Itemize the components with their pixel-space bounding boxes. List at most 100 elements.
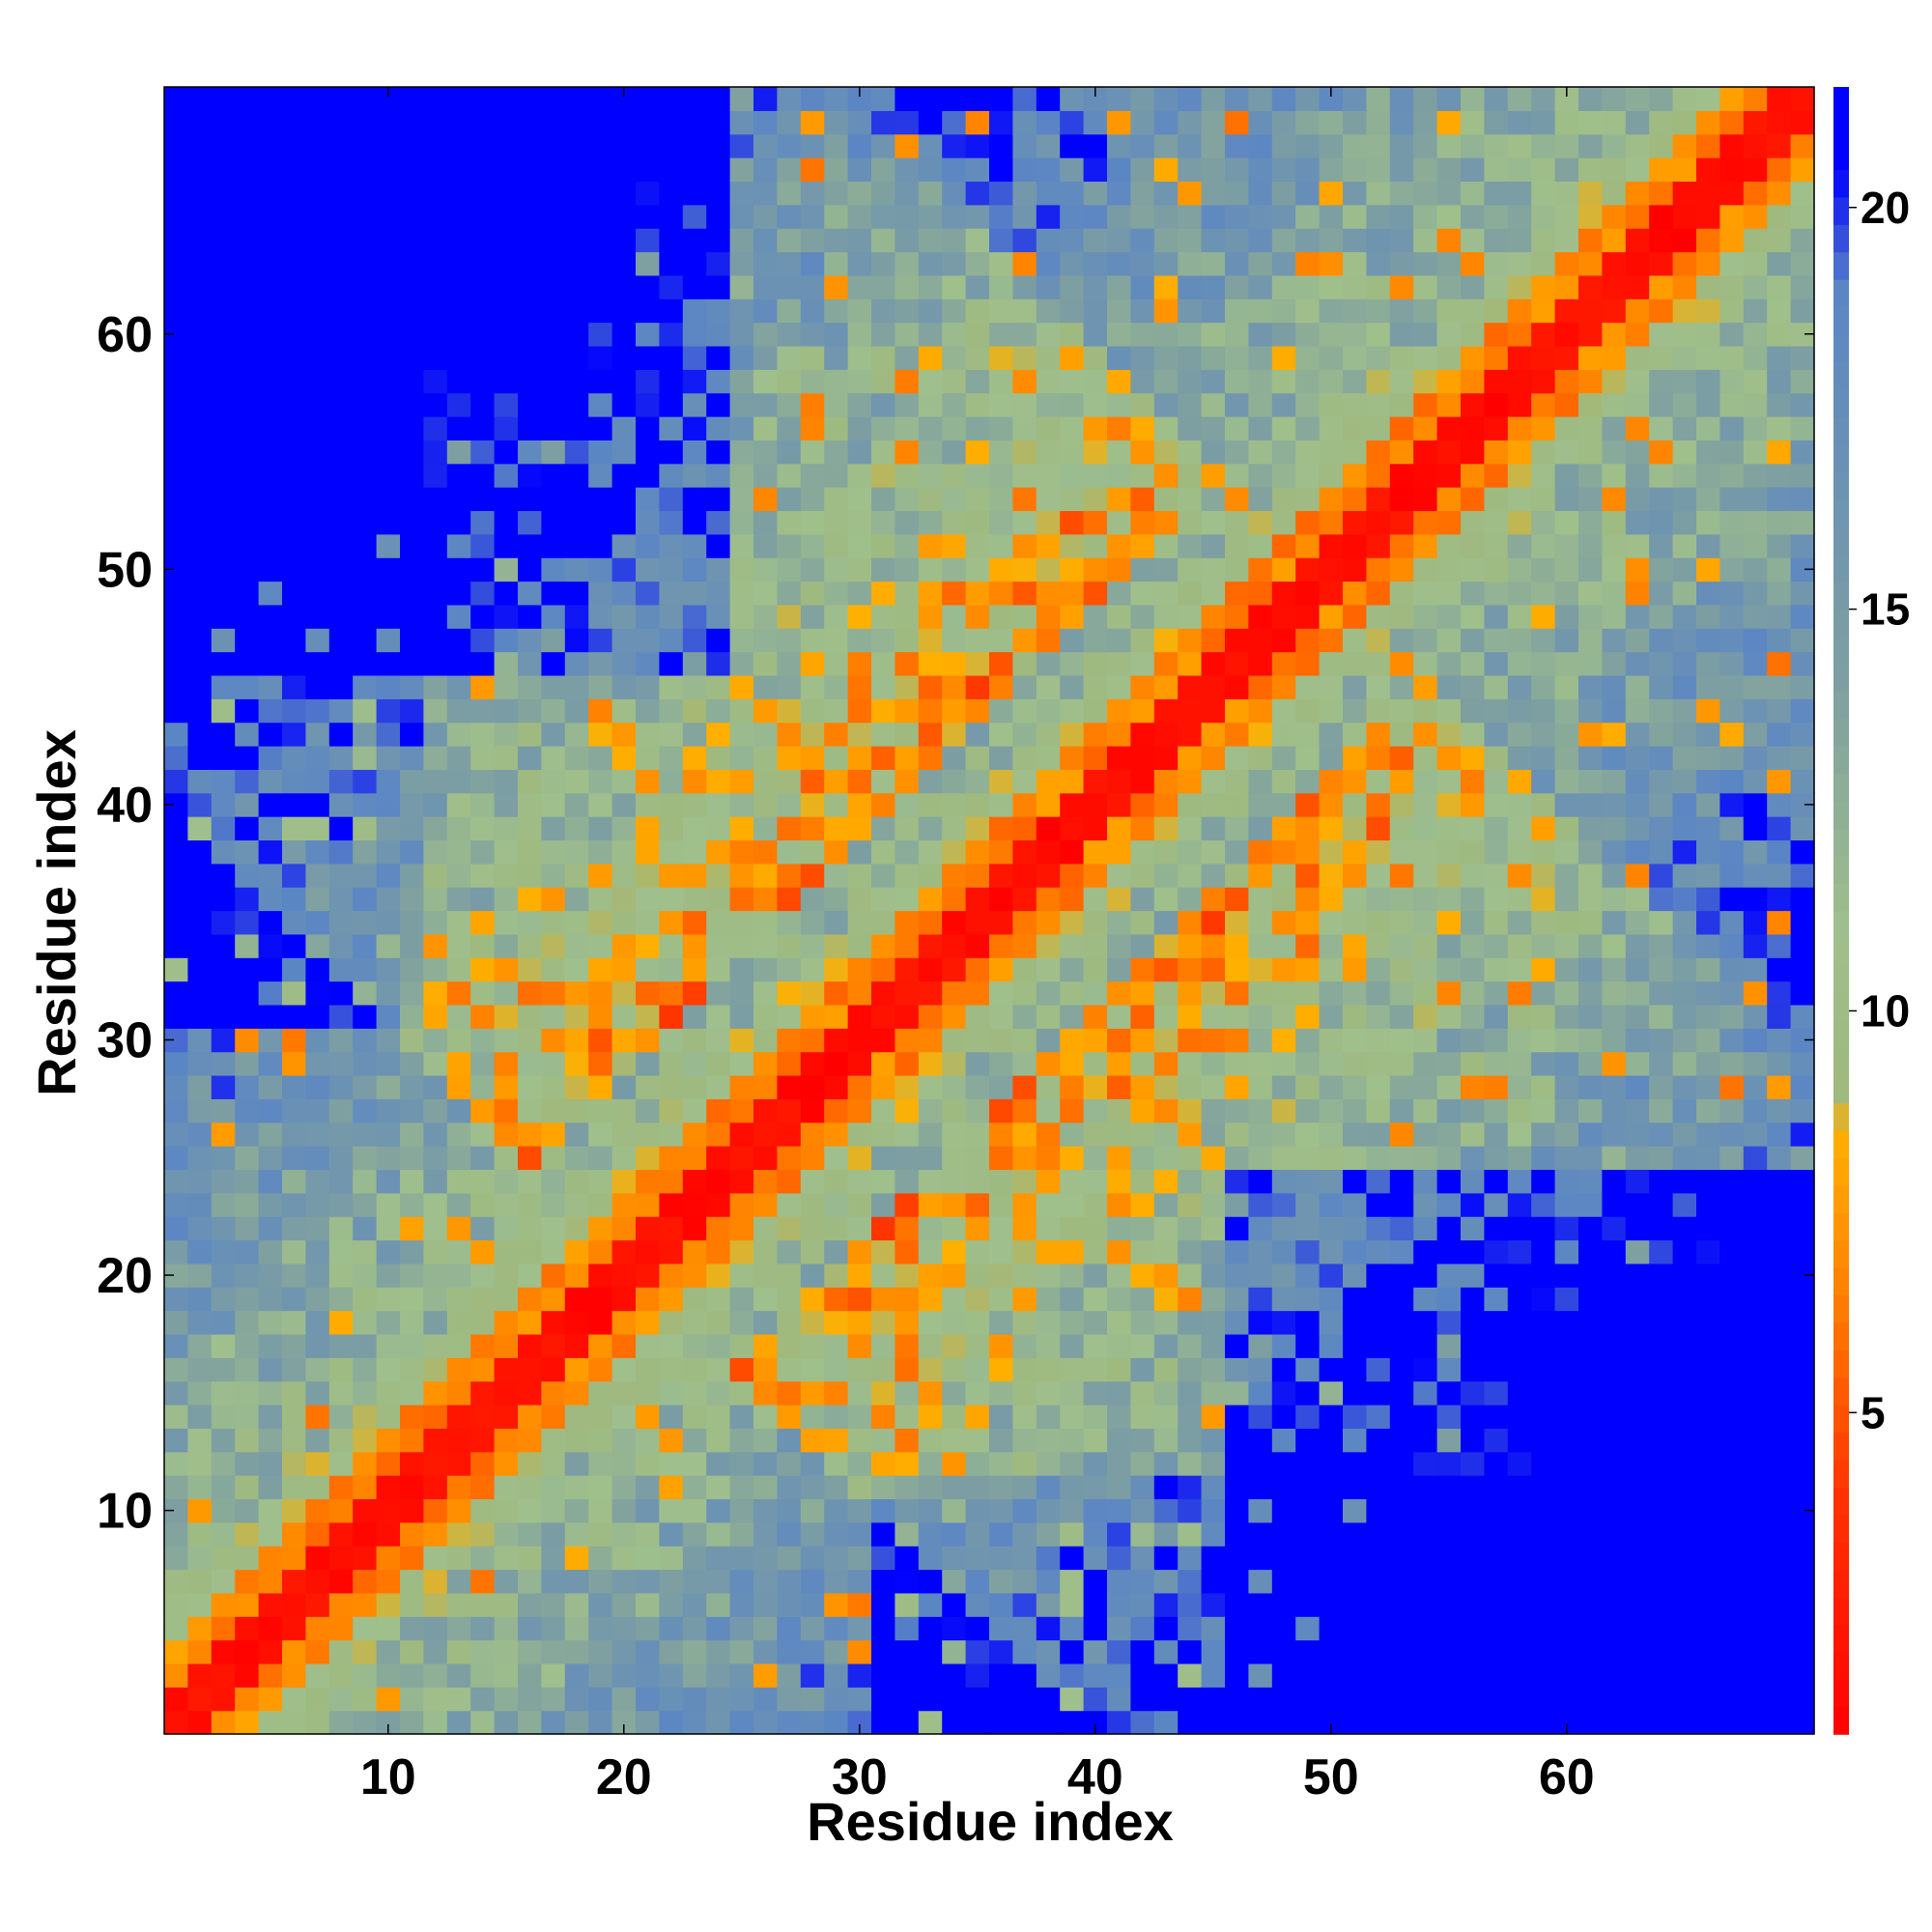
heatmap-cell [1012,863,1037,888]
heatmap-cell [1436,440,1462,465]
heatmap-cell [518,1405,542,1429]
heatmap-cell [1153,110,1179,135]
heatmap-cell [1343,440,1367,465]
heatmap-cell [1767,1592,1792,1617]
heatmap-cell [1083,463,1108,488]
heatmap-cell [1649,1380,1674,1406]
heatmap-cell [187,1333,213,1358]
heatmap-cell [1036,604,1061,629]
heatmap-cell [636,1616,660,1641]
heatmap-cell [1319,157,1344,183]
heatmap-cell [164,1169,188,1194]
heatmap-cell [824,698,849,724]
heatmap-cell [1319,746,1344,770]
heatmap-cell [1578,228,1603,253]
heatmap-cell [1531,769,1556,794]
heatmap-cell [965,1004,990,1029]
heatmap-cell [1366,980,1391,1006]
heatmap-cell [1130,1239,1155,1264]
heatmap-cell [1743,604,1768,629]
heatmap-cell [1436,1451,1462,1476]
heatmap-cell [1696,1028,1720,1053]
heatmap-cell [1790,769,1815,794]
heatmap-cell [1672,887,1697,912]
heatmap-cell [446,1192,471,1217]
heatmap-cell [235,628,260,653]
heatmap-cell [800,1028,825,1053]
heatmap-cell [187,746,213,770]
heatmap-cell [1413,274,1438,299]
heatmap-cell [1531,1498,1556,1523]
heatmap-cell [187,933,213,958]
heatmap-cell [659,1239,684,1264]
heatmap-cell [729,1263,754,1288]
heatmap-cell [1719,345,1745,370]
heatmap-cell [423,604,448,629]
heatmap-cell [470,581,496,606]
heatmap-cell [706,510,731,535]
heatmap-cell [1343,1192,1367,1217]
heatmap-cell [1554,440,1579,465]
heatmap-cell [871,1451,895,1476]
heatmap-cell [989,251,1013,276]
heatmap-cell [164,1357,188,1382]
heatmap-cell [942,1380,967,1406]
heatmap-cell [211,1639,236,1664]
heatmap-cell [1178,1662,1203,1688]
heatmap-cell [376,792,401,817]
heatmap-cell [847,628,872,653]
heatmap-cell [1767,322,1792,347]
heatmap-cell [753,110,778,135]
heatmap-cell [1531,1287,1556,1312]
heatmap-cell [1625,1216,1650,1241]
heatmap-cell [1201,1357,1226,1382]
heatmap-cell [729,416,754,440]
heatmap-cell [305,910,330,935]
heatmap-cell [258,1451,283,1476]
heatmap-cell [800,1216,825,1241]
heatmap-cell [1366,510,1391,535]
heatmap-cell [1719,769,1745,794]
heatmap-cell [305,87,330,111]
heatmap-cell [1060,933,1085,958]
heatmap-cell [1389,345,1414,370]
heatmap-cell [470,1687,496,1712]
heatmap-cell [611,1639,637,1664]
heatmap-cell [564,769,589,794]
heatmap-cell [847,298,872,324]
heatmap-cell [235,1521,260,1547]
heatmap-cell [187,1287,213,1312]
heatmap-cell [376,510,401,535]
heatmap-cell [164,1662,188,1688]
heatmap-cell [588,204,613,229]
heatmap-cell [636,628,660,653]
heatmap-cell [1130,251,1155,276]
heatmap-cell [1225,557,1249,582]
heatmap-cell [1507,933,1532,958]
heatmap-cell [282,1616,306,1641]
heatmap-cell [636,581,660,606]
heatmap-cell [518,792,542,817]
heatmap-cell [1366,651,1391,676]
heatmap-cell [1083,1192,1108,1217]
heatmap-cell [235,1357,260,1382]
heatmap-cell [989,110,1013,135]
heatmap-cell [564,1028,589,1053]
heatmap-cell [400,369,424,394]
heatmap-cell [1578,204,1603,229]
heatmap-cell [1319,957,1344,982]
heatmap-cell [706,1098,731,1123]
heatmap-cell [1743,1192,1768,1217]
heatmap-cell [777,1146,802,1171]
heatmap-cell [682,251,707,276]
heatmap-cell [753,722,778,747]
heatmap-cell [400,1639,424,1664]
heatmap-cell [1602,769,1627,794]
heatmap-cell [1036,628,1061,653]
heatmap-cell [211,1146,236,1171]
heatmap-cell [1083,133,1108,158]
heatmap-cell [305,440,330,465]
heatmap-cell [1507,1687,1532,1712]
heatmap-cell [1413,533,1438,558]
heatmap-cell [682,1310,707,1335]
